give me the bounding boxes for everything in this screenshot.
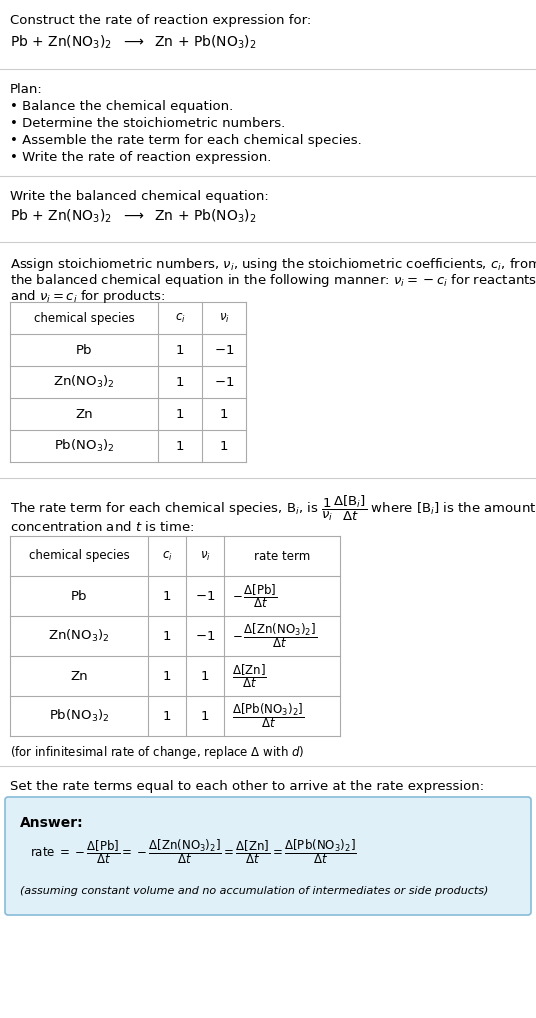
Text: 1: 1 (163, 710, 171, 723)
Text: concentration and $t$ is time:: concentration and $t$ is time: (10, 520, 194, 534)
Text: 1: 1 (176, 440, 184, 452)
Text: $-1$: $-1$ (195, 589, 215, 603)
Text: • Balance the chemical equation.: • Balance the chemical equation. (10, 100, 233, 113)
Text: • Assemble the rate term for each chemical species.: • Assemble the rate term for each chemic… (10, 134, 362, 147)
Text: 1: 1 (201, 670, 209, 682)
Text: 1: 1 (220, 407, 228, 420)
Text: Pb + Zn(NO$_3$)$_2$  $\longrightarrow$  Zn + Pb(NO$_3$)$_2$: Pb + Zn(NO$_3$)$_2$ $\longrightarrow$ Zn… (10, 34, 257, 51)
Text: Plan:: Plan: (10, 83, 43, 96)
Text: and $\nu_i = c_i$ for products:: and $\nu_i = c_i$ for products: (10, 288, 166, 305)
Text: Answer:: Answer: (20, 816, 84, 830)
Text: 1: 1 (220, 440, 228, 452)
Text: 1: 1 (176, 343, 184, 356)
Text: Zn: Zn (75, 407, 93, 420)
Text: $c_i$: $c_i$ (175, 312, 185, 325)
Text: • Write the rate of reaction expression.: • Write the rate of reaction expression. (10, 151, 271, 164)
Text: 1: 1 (176, 376, 184, 389)
Text: Pb + Zn(NO$_3$)$_2$  $\longrightarrow$  Zn + Pb(NO$_3$)$_2$: Pb + Zn(NO$_3$)$_2$ $\longrightarrow$ Zn… (10, 208, 257, 225)
Text: Zn(NO$_3$)$_2$: Zn(NO$_3$)$_2$ (53, 374, 115, 390)
FancyBboxPatch shape (5, 797, 531, 915)
Text: the balanced chemical equation in the following manner: $\nu_i = -c_i$ for react: the balanced chemical equation in the fo… (10, 272, 536, 289)
Text: Pb(NO$_3$)$_2$: Pb(NO$_3$)$_2$ (54, 438, 114, 454)
Text: $\nu_i$: $\nu_i$ (199, 550, 211, 563)
Text: Zn(NO$_3$)$_2$: Zn(NO$_3$)$_2$ (48, 628, 110, 644)
Text: Pb: Pb (71, 589, 87, 603)
Text: Set the rate terms equal to each other to arrive at the rate expression:: Set the rate terms equal to each other t… (10, 780, 484, 793)
Text: chemical species: chemical species (34, 312, 135, 325)
Text: chemical species: chemical species (28, 550, 129, 563)
Text: 1: 1 (201, 710, 209, 723)
Text: Construct the rate of reaction expression for:: Construct the rate of reaction expressio… (10, 14, 311, 27)
Text: $\dfrac{\Delta[\mathrm{Pb(NO_3)_2}]}{\Delta t}$: $\dfrac{\Delta[\mathrm{Pb(NO_3)_2}]}{\De… (232, 701, 304, 730)
Text: $\nu_i$: $\nu_i$ (219, 312, 229, 325)
Text: $\dfrac{\Delta[\mathrm{Zn}]}{\Delta t}$: $\dfrac{\Delta[\mathrm{Zn}]}{\Delta t}$ (232, 662, 267, 690)
Text: • Determine the stoichiometric numbers.: • Determine the stoichiometric numbers. (10, 117, 285, 130)
Text: $-1$: $-1$ (214, 343, 234, 356)
Text: 1: 1 (163, 670, 171, 682)
Text: rate term: rate term (254, 550, 310, 563)
Text: (assuming constant volume and no accumulation of intermediates or side products): (assuming constant volume and no accumul… (20, 886, 488, 896)
Text: Write the balanced chemical equation:: Write the balanced chemical equation: (10, 190, 269, 203)
Text: Zn: Zn (70, 670, 88, 682)
Text: Pb(NO$_3$)$_2$: Pb(NO$_3$)$_2$ (49, 708, 109, 724)
Text: Pb: Pb (76, 343, 92, 356)
Text: $-1$: $-1$ (214, 376, 234, 389)
Text: 1: 1 (163, 589, 171, 603)
Text: $-\,\dfrac{\Delta[\mathrm{Pb}]}{\Delta t}$: $-\,\dfrac{\Delta[\mathrm{Pb}]}{\Delta t… (232, 582, 278, 610)
Text: 1: 1 (176, 407, 184, 420)
Text: rate $= -\dfrac{\Delta[\mathrm{Pb}]}{\Delta t} = -\dfrac{\Delta[\mathrm{Zn(NO_3): rate $= -\dfrac{\Delta[\mathrm{Pb}]}{\De… (30, 838, 357, 866)
Text: (for infinitesimal rate of change, replace $\Delta$ with $d$): (for infinitesimal rate of change, repla… (10, 744, 304, 761)
Text: 1: 1 (163, 629, 171, 642)
Text: $-\,\dfrac{\Delta[\mathrm{Zn(NO_3)_2}]}{\Delta t}$: $-\,\dfrac{\Delta[\mathrm{Zn(NO_3)_2}]}{… (232, 622, 317, 651)
Text: Assign stoichiometric numbers, $\nu_i$, using the stoichiometric coefficients, $: Assign stoichiometric numbers, $\nu_i$, … (10, 256, 536, 273)
Text: $-1$: $-1$ (195, 629, 215, 642)
Text: $c_i$: $c_i$ (162, 550, 173, 563)
Text: The rate term for each chemical species, B$_i$, is $\dfrac{1}{\nu_i}\dfrac{\Delt: The rate term for each chemical species,… (10, 494, 536, 523)
